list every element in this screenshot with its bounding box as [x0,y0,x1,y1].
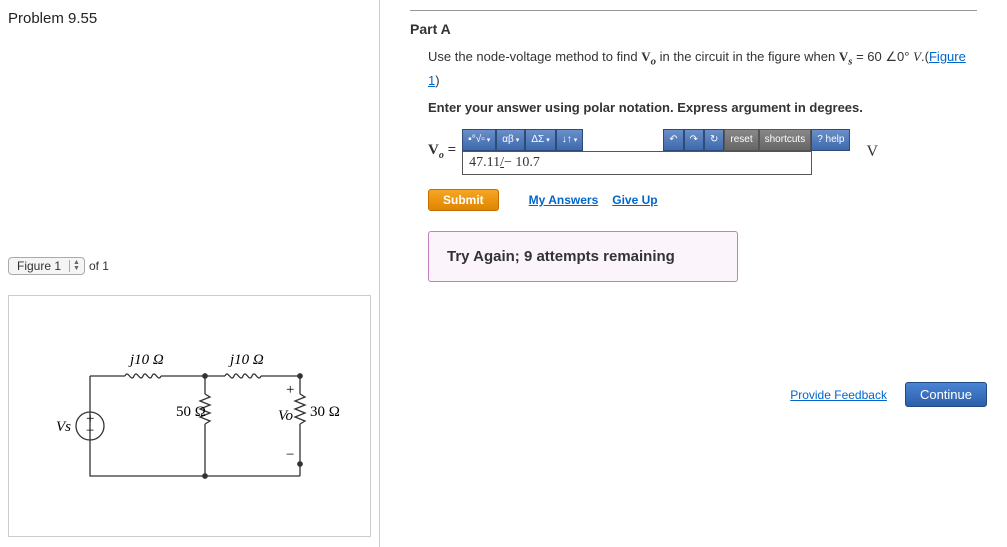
answer-vo-label: Vo = [428,142,456,161]
angle-icon: ∠ [885,49,897,64]
answer-value: 47.11/− 10.7 [469,155,540,171]
vo-plus: + [286,382,294,398]
problem-title: Problem 9.55 [8,10,371,27]
link-row: My Answers Give Up [529,193,658,207]
src-minus: − [86,423,94,439]
bottom-row: Provide Feedback Continue [790,382,987,407]
ind-left-label: j10 Ω [128,352,164,368]
feedback-box: Try Again; 9 attempts remaining [428,231,738,282]
r30-label: 30 Ω [310,404,340,420]
vo-label: Vo [278,408,294,424]
vo-minus: − [286,447,294,463]
prompt-vo: Vo [641,49,656,64]
circuit-svg: + − Vs j10 Ω j10 Ω 50 Ω 30 Ω Vo + − [30,316,350,516]
tool-caps[interactable]: ΔΣ▾ [525,129,555,151]
prompt-close: ) [435,73,439,88]
tool-refresh[interactable]: ↻ [704,129,724,151]
figure-of-text: of 1 [89,259,109,273]
prompt-mid: in the circuit in the figure when [660,49,839,64]
part-heading: Part A [410,21,977,37]
figure-selector: Figure 1 ▲ ▼ of 1 [8,257,371,275]
prompt-eq: = 60 [856,49,885,64]
give-up-link[interactable]: Give Up [612,193,657,207]
circuit-figure: + − Vs j10 Ω j10 Ω 50 Ω 30 Ω Vo + − [8,295,371,537]
continue-button[interactable]: Continue [905,382,987,407]
figure-down-icon[interactable]: ▼ [73,266,80,272]
answer-input[interactable]: 47.11/− 10.7 [462,151,812,175]
vs-label: Vs [56,419,71,435]
answer-box: ▪°√▫▾ αβ▾ ΔΣ▾ ↓↑▾ ↶ ↷ ↻ reset shortcuts … [462,129,850,175]
right-pane: Part A Use the node-voltage method to fi… [380,0,1007,547]
submit-row: Submit My Answers Give Up [410,189,977,211]
tool-reset[interactable]: reset [724,129,758,151]
tool-redo[interactable]: ↷ [684,129,704,151]
tool-template[interactable]: ▪°√▫▾ [462,129,496,151]
tool-help[interactable]: ? help [811,129,850,151]
answer-area: Vo = ▪°√▫▾ αβ▾ ΔΣ▾ ↓↑▾ ↶ ↷ ↻ reset short… [410,129,977,175]
feedback-text: Try Again; 9 attempts remaining [447,248,719,265]
prompt-unitv: V [913,49,921,64]
r50-label: 50 Ω [176,404,206,420]
prompt-vs: Vs [839,49,853,64]
tool-greek[interactable]: αβ▾ [496,129,525,151]
ind-right-label: j10 Ω [228,352,264,368]
answer-toolbar: ▪°√▫▾ αβ▾ ΔΣ▾ ↓↑▾ ↶ ↷ ↻ reset shortcuts … [462,129,850,151]
tool-subscript[interactable]: ↓↑▾ [556,129,584,151]
provide-feedback-link[interactable]: Provide Feedback [790,388,887,402]
left-pane: Problem 9.55 Figure 1 ▲ ▼ of 1 [0,0,380,547]
instruction-text: Enter your answer using polar notation. … [410,100,977,115]
prompt-line1: Use the node-voltage method to find Vo i… [410,47,977,92]
figure-stepper[interactable]: ▲ ▼ [69,260,80,272]
submit-button[interactable]: Submit [428,189,499,211]
figure-label: Figure 1 [13,259,65,273]
tool-shortcuts[interactable]: shortcuts [759,129,812,151]
my-answers-link[interactable]: My Answers [529,193,599,207]
prompt-pre: Use the node-voltage method to find [428,49,641,64]
prompt-deg: 0° [897,49,913,64]
prompt-dot: .( [921,49,929,64]
answer-unit: V [866,143,878,161]
figure-select[interactable]: Figure 1 ▲ ▼ [8,257,85,275]
tool-undo[interactable]: ↶ [663,129,683,151]
top-rule [410,10,977,11]
